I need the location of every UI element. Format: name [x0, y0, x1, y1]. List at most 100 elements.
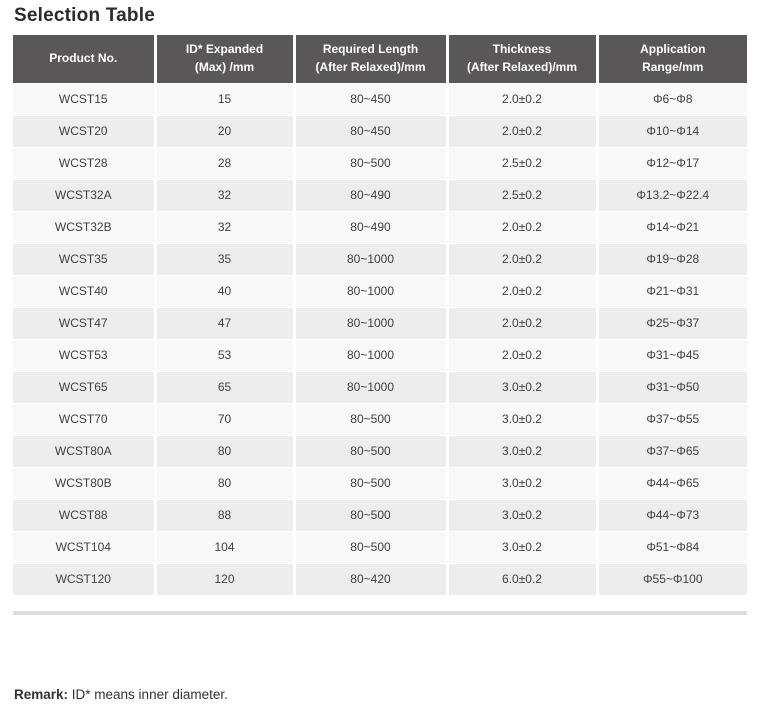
table-cell: 80~490 — [292, 178, 447, 211]
table-cell: WCST20 — [13, 114, 155, 147]
table-cell: 2.5±0.2 — [445, 146, 597, 179]
column-header-required-length: Required Length (After Relaxed)/mm — [292, 35, 447, 83]
table-cell: WCST80A — [13, 434, 155, 467]
table-cell: Φ13.2~Φ22.4 — [595, 178, 747, 211]
table-cell: Φ12~Φ17 — [595, 146, 747, 179]
table-row: WCST53 53 80~1000 2.0±0.2 Φ31~Φ45 — [13, 338, 747, 371]
table-body: WCST15 15 80~450 2.0±0.2 Φ6~Φ8 WCST20 20 80~450… — [13, 82, 747, 595]
table-cell: 3.0±0.2 — [445, 498, 597, 531]
table-cell: Φ10~Φ14 — [595, 114, 747, 147]
table-cell: 47 — [153, 306, 294, 339]
column-header-id-expanded: ID* Expanded (Max) /mm — [153, 35, 294, 83]
column-header-thickness: Thickness (After Relaxed)/mm — [445, 35, 597, 83]
column-header-product-no: Product No. — [13, 35, 155, 83]
table-row: WCST80B 80 80~500 3.0±0.2 Φ44~Φ65 — [13, 466, 747, 499]
table-cell: WCST40 — [13, 274, 155, 307]
table-cell: WCST65 — [13, 370, 155, 403]
table-cell: 3.0±0.2 — [445, 402, 597, 435]
table-cell: 80 — [153, 434, 294, 467]
table-cell: 80~500 — [292, 498, 447, 531]
table-cell: 80~450 — [292, 114, 447, 147]
table-cell: 80~500 — [292, 466, 447, 499]
table-cell: 120 — [153, 562, 294, 595]
table-row: WCST88 88 80~500 3.0±0.2 Φ44~Φ73 — [13, 498, 747, 531]
table-cell: 2.0±0.2 — [445, 306, 597, 339]
table-cell: 88 — [153, 498, 294, 531]
column-header-application-range: Application Range/mm — [595, 35, 747, 83]
table-cell: WCST104 — [13, 530, 155, 563]
table-cell: 3.0±0.2 — [445, 530, 597, 563]
table-cell: 15 — [153, 82, 294, 115]
table-cell: 80~450 — [292, 82, 447, 115]
table-bottom-bar — [13, 611, 747, 615]
table-cell: WCST70 — [13, 402, 155, 435]
table-cell: 2.0±0.2 — [445, 114, 597, 147]
table-row: WCST70 70 80~500 3.0±0.2 Φ37~Φ55 — [13, 402, 747, 435]
table-cell: 65 — [153, 370, 294, 403]
table-cell: 80~500 — [292, 434, 447, 467]
table-cell: 3.0±0.2 — [445, 466, 597, 499]
table-cell: 80~1000 — [292, 242, 447, 275]
table-cell: Φ31~Φ50 — [595, 370, 747, 403]
table-row: WCST120 120 80~420 6.0±0.2 Φ55~Φ100 — [13, 562, 747, 595]
table-cell: Φ25~Φ37 — [595, 306, 747, 339]
table-row: WCST32A 32 80~490 2.5±0.2 Φ13.2~Φ22.4 — [13, 178, 747, 211]
table-cell: 80 — [153, 466, 294, 499]
page-title: Selection Table — [14, 5, 155, 26]
table-cell: Φ44~Φ73 — [595, 498, 747, 531]
table-row: WCST65 65 80~1000 3.0±0.2 Φ31~Φ50 — [13, 370, 747, 403]
table-cell: Φ6~Φ8 — [595, 82, 747, 115]
remark: Remark: ID* means inner diameter. — [14, 687, 228, 702]
selection-table: Product No. ID* Expanded (Max) /mm Requi… — [13, 35, 747, 595]
remark-label: Remark: — [14, 687, 69, 702]
table-cell: 32 — [153, 178, 294, 211]
table-cell: 80~420 — [292, 562, 447, 595]
table-row: WCST28 28 80~500 2.5±0.2 Φ12~Φ17 — [13, 146, 747, 179]
table-cell: 80~490 — [292, 210, 447, 243]
table-row: WCST32B 32 80~490 2.0±0.2 Φ14~Φ21 — [13, 210, 747, 243]
table-cell: 6.0±0.2 — [445, 562, 597, 595]
table-row: WCST47 47 80~1000 2.0±0.2 Φ25~Φ37 — [13, 306, 747, 339]
table-row: WCST20 20 80~450 2.0±0.2 Φ10~Φ14 — [13, 114, 747, 147]
table-cell: WCST80B — [13, 466, 155, 499]
table-header: Product No. ID* Expanded (Max) /mm Requi… — [13, 35, 747, 83]
table-cell: Φ37~Φ65 — [595, 434, 747, 467]
table-cell: WCST53 — [13, 338, 155, 371]
table-cell: WCST28 — [13, 146, 155, 179]
table-cell: 2.0±0.2 — [445, 274, 597, 307]
table-cell: Φ44~Φ65 — [595, 466, 747, 499]
table-row: WCST15 15 80~450 2.0±0.2 Φ6~Φ8 — [13, 82, 747, 115]
table-row: WCST35 35 80~1000 2.0±0.2 Φ19~Φ28 — [13, 242, 747, 275]
table-cell: 80~500 — [292, 146, 447, 179]
table-cell: WCST35 — [13, 242, 155, 275]
table-cell: Φ37~Φ55 — [595, 402, 747, 435]
table-cell: Φ14~Φ21 — [595, 210, 747, 243]
table-cell: Φ19~Φ28 — [595, 242, 747, 275]
table-cell: 2.5±0.2 — [445, 178, 597, 211]
table-cell: WCST32B — [13, 210, 155, 243]
table-cell: 40 — [153, 274, 294, 307]
table-cell: 2.0±0.2 — [445, 82, 597, 115]
table-cell: Φ51~Φ84 — [595, 530, 747, 563]
table-header-row: Product No. ID* Expanded (Max) /mm Requi… — [13, 35, 747, 83]
table-cell: 53 — [153, 338, 294, 371]
remark-text: ID* means inner diameter. — [68, 687, 228, 702]
table-cell: 80~1000 — [292, 370, 447, 403]
table-cell: Φ31~Φ45 — [595, 338, 747, 371]
table-cell: 2.0±0.2 — [445, 242, 597, 275]
table-cell: Φ21~Φ31 — [595, 274, 747, 307]
table-cell: WCST47 — [13, 306, 155, 339]
table-cell: 80~1000 — [292, 338, 447, 371]
table-cell: 35 — [153, 242, 294, 275]
table-cell: 80~500 — [292, 530, 447, 563]
table-cell: 104 — [153, 530, 294, 563]
table-row: WCST80A 80 80~500 3.0±0.2 Φ37~Φ65 — [13, 434, 747, 467]
table-cell: WCST15 — [13, 82, 155, 115]
table-cell: 32 — [153, 210, 294, 243]
table-cell: 2.0±0.2 — [445, 210, 597, 243]
table-cell: 28 — [153, 146, 294, 179]
table-cell: WCST88 — [13, 498, 155, 531]
table-cell: WCST32A — [13, 178, 155, 211]
table-cell: 2.0±0.2 — [445, 338, 597, 371]
